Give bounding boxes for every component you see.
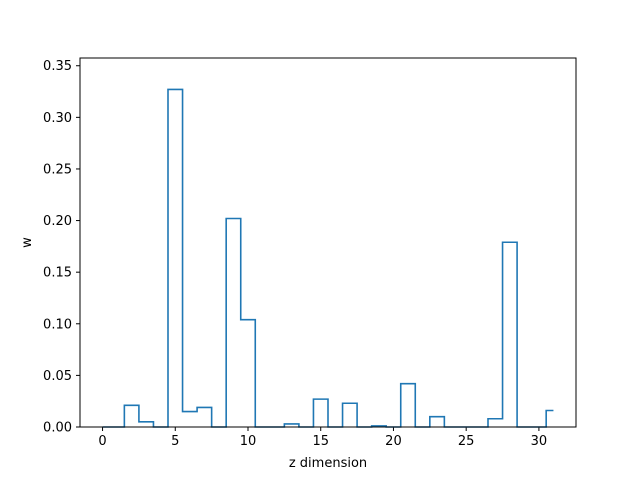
x-axis-ticks: 0 5 10 15 20 25 30 [98, 427, 547, 449]
y-axis-label: w [20, 237, 35, 248]
y-tick-label: 0.00 [43, 421, 72, 436]
y-tick-label: 0.30 [43, 111, 72, 126]
y-tick-label: 0.05 [43, 369, 72, 384]
y-tick-label: 0.25 [43, 162, 72, 177]
axes-frame [79, 57, 577, 428]
y-tick-label: 0.10 [43, 317, 72, 332]
x-tick-label: 0 [98, 434, 106, 449]
x-tick-label: 20 [385, 434, 402, 449]
x-tick-label: 30 [531, 434, 548, 449]
y-tick-label: 0.20 [43, 214, 72, 229]
x-tick-label: 5 [171, 434, 179, 449]
y-axis-ticks: 0.00 0.05 0.10 0.15 0.20 0.25 0.30 0.35 [43, 59, 80, 436]
x-tick-label: 25 [458, 434, 475, 449]
y-tick-label: 0.35 [43, 59, 72, 74]
x-tick-label: 15 [312, 434, 329, 449]
y-tick-label: 0.15 [43, 266, 72, 281]
x-tick-label: 10 [240, 434, 257, 449]
x-axis-label: z dimension [289, 456, 367, 471]
